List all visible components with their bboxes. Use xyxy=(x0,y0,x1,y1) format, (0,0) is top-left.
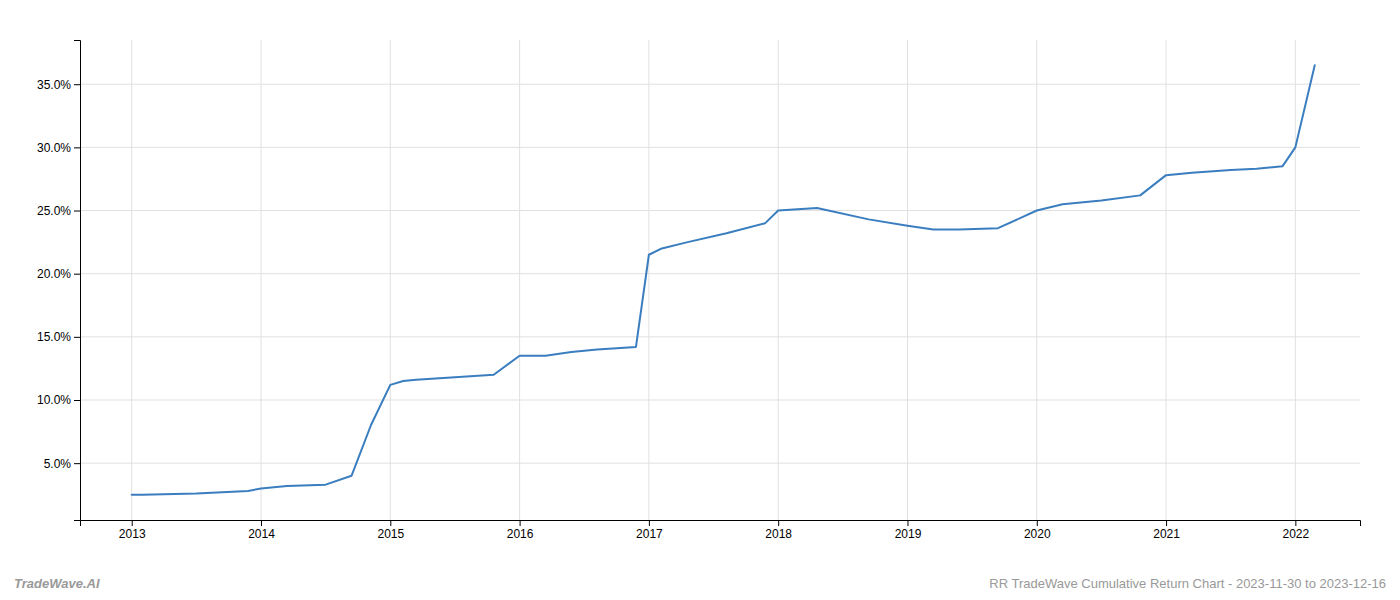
x-tick-mark xyxy=(261,520,262,526)
plot-area: 2013 2014 2015 2016 2017 2018 2019 2020 2021 2022… xyxy=(37,40,1361,541)
chart: 2013 2014 2015 2016 2017 2018 2019 2020 2021 2022… xyxy=(0,0,1400,600)
y-tick-mark xyxy=(74,274,80,275)
y-tick-label: 20.0% xyxy=(37,267,71,281)
x-tick: 2018 xyxy=(765,520,792,541)
x-grid-line xyxy=(1036,40,1037,520)
y-tick: 20.0% xyxy=(37,267,80,281)
x-tick: 2014 xyxy=(248,520,275,541)
y-tick-label: 15.0% xyxy=(37,330,71,344)
x-tick-mark xyxy=(1295,520,1296,526)
x-tick-mark xyxy=(1037,520,1038,526)
x-tick-label: 2013 xyxy=(119,527,146,541)
footer: TradeWave.AI RR TradeWave Cumulative Retu… xyxy=(14,576,1386,591)
y-grid-line xyxy=(80,273,1360,274)
y-tick: 30.0% xyxy=(37,141,80,155)
x-grid-line xyxy=(131,40,132,520)
footer-right: RR TradeWave Cumulative Return Chart - 2… xyxy=(989,576,1386,591)
x-tick-label: 2017 xyxy=(636,527,663,541)
x-tick: 2013 xyxy=(119,520,146,541)
x-tick-mark xyxy=(778,520,779,526)
x-tick-mark xyxy=(520,520,521,526)
y-tick-mark xyxy=(74,211,80,212)
x-tick: 2022 xyxy=(1283,520,1310,541)
x-tick-label: 2016 xyxy=(507,527,534,541)
x-tick-mark xyxy=(1166,520,1167,526)
x-grid-line xyxy=(1166,40,1167,520)
y-tick: 25.0% xyxy=(37,204,80,218)
x-tick-label: 2022 xyxy=(1283,527,1310,541)
y-tick: 15.0% xyxy=(37,330,80,344)
x-tick-label: 2015 xyxy=(377,527,404,541)
x-tick: 2019 xyxy=(895,520,922,541)
footer-left: TradeWave.AI xyxy=(14,576,100,591)
x-tick: 2015 xyxy=(377,520,404,541)
x-grid-line xyxy=(261,40,262,520)
x-grid-line xyxy=(390,40,391,520)
y-grid-line xyxy=(80,336,1360,337)
y-tick-mark xyxy=(74,337,80,338)
x-axis-line xyxy=(81,521,1361,527)
marks xyxy=(132,65,1315,494)
x-tick: 2021 xyxy=(1153,520,1180,541)
x-grid-line xyxy=(907,40,908,520)
x-tick-label: 2019 xyxy=(895,527,922,541)
y-grid-line xyxy=(80,463,1360,464)
x-grid-line xyxy=(778,40,779,520)
y-tick-mark xyxy=(74,147,80,148)
x-tick-mark xyxy=(649,520,650,526)
y-tick-mark xyxy=(74,84,80,85)
grid xyxy=(80,40,1360,520)
x-tick-label: 2018 xyxy=(765,527,792,541)
x-grid-line xyxy=(519,40,520,520)
y-grid-line xyxy=(80,210,1360,211)
y-grid-line xyxy=(80,84,1360,85)
x-tick: 2020 xyxy=(1024,520,1051,541)
x-axis: 2013 2014 2015 2016 2017 2018 2019 2020 2021 2022 xyxy=(81,520,1361,541)
y-tick-label: 30.0% xyxy=(37,141,71,155)
y-tick: 35.0% xyxy=(37,78,80,92)
x-tick-mark xyxy=(390,520,391,526)
y-axis-line xyxy=(74,41,81,521)
x-tick-label: 2014 xyxy=(248,527,275,541)
y-tick: 5.0% xyxy=(44,456,80,470)
line xyxy=(132,65,1315,494)
y-grid-line xyxy=(80,400,1360,401)
y-grid-line xyxy=(80,147,1360,148)
y-tick: 10.0% xyxy=(37,393,80,407)
y-tick-label: 10.0% xyxy=(37,393,71,407)
x-grid-line xyxy=(648,40,649,520)
x-tick: 2017 xyxy=(636,520,663,541)
x-grid-line xyxy=(1295,40,1296,520)
y-tick-label: 35.0% xyxy=(37,78,71,92)
y-tick-mark xyxy=(74,400,80,401)
y-tick-label: 5.0% xyxy=(44,456,72,470)
y-tick-label: 25.0% xyxy=(37,204,71,218)
x-tick-mark xyxy=(132,520,133,526)
y-axis: 5.0% 10.0% 15.0% 20.0% 25.0% 30.0% 35.0% xyxy=(37,41,81,521)
x-tick-label: 2021 xyxy=(1153,527,1180,541)
x-tick: 2016 xyxy=(507,520,534,541)
x-tick-mark xyxy=(907,520,908,526)
x-tick-label: 2020 xyxy=(1024,527,1051,541)
y-tick-mark xyxy=(74,463,80,464)
